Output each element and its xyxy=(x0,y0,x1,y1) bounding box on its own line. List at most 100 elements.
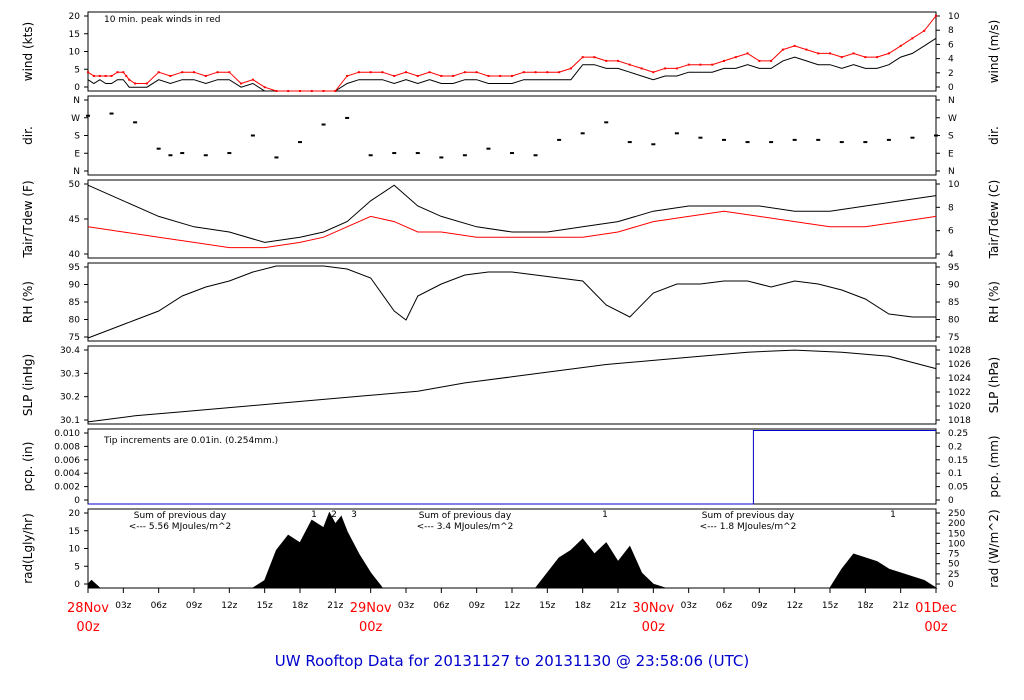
peak-wind-point xyxy=(558,71,561,74)
x-hour-label: 06z xyxy=(433,601,449,611)
dir-point xyxy=(910,136,915,139)
panel-rh: RH (%) RH (%) 75 80 85 90 95 75 80 85 90 95 xyxy=(21,262,1001,343)
peak-wind-point xyxy=(440,74,443,77)
left-tick-label: 30.4 xyxy=(60,346,80,356)
panel-frame xyxy=(87,179,937,259)
peak-wind-point xyxy=(628,63,631,66)
dir-point xyxy=(839,141,844,144)
dir-point xyxy=(156,147,161,150)
x-hour-label: 21z xyxy=(327,601,343,611)
right-tick-label: 0.1 xyxy=(948,469,962,479)
rad-marker: 1 xyxy=(311,510,317,520)
x-hour-label: 09z xyxy=(186,601,202,611)
pcp-annotation: Tip increments are 0.01in. (0.254mm.) xyxy=(103,436,278,446)
dir-point xyxy=(604,121,609,124)
right-tick-label: 4 xyxy=(948,250,954,260)
right-tick-label: 1022 xyxy=(948,388,971,398)
peak-wind-point xyxy=(475,71,478,74)
right-tick-label: N xyxy=(948,96,955,106)
peak-wind-point xyxy=(104,74,107,77)
right-tick-label: E xyxy=(948,149,954,159)
right-tick-label: 100 xyxy=(948,539,965,549)
peak-wind-point xyxy=(322,90,325,92)
right-tick-label: 8 xyxy=(948,203,954,213)
dir-point xyxy=(533,154,538,157)
peak-wind-point xyxy=(687,63,690,66)
daily-sum-line2: <--- 1.8 MJoules/m^2 xyxy=(700,522,797,532)
left-tick-label: 20 xyxy=(69,12,81,22)
dir-point xyxy=(627,141,632,144)
right-axis-label: RH (%) xyxy=(987,281,1001,323)
dir-point xyxy=(392,152,397,155)
peak-wind-point xyxy=(228,71,231,74)
dir-point xyxy=(651,143,656,146)
peak-wind-point xyxy=(781,48,784,51)
peak-wind-point xyxy=(193,71,195,74)
left-tick-label: 5 xyxy=(74,65,80,75)
left-tick-label: 15 xyxy=(69,527,80,537)
peak-wind-point xyxy=(923,29,926,32)
peak-wind-point xyxy=(852,52,855,55)
x-hour-label: 09z xyxy=(751,601,767,611)
left-tick-label: 45 xyxy=(69,215,80,225)
left-tick-label: N xyxy=(73,167,80,177)
peak-wind-point xyxy=(405,71,407,74)
left-tick-label: 0.010 xyxy=(54,429,80,439)
peak-wind-point xyxy=(145,82,148,85)
right-tick-label: 75 xyxy=(948,333,959,343)
right-axis-label: rad (W/m^2) xyxy=(987,509,1001,587)
peak-wind-point xyxy=(98,74,101,77)
peak-wind-point xyxy=(263,86,266,89)
peak-wind-point xyxy=(92,74,95,77)
right-tick-label: 10 xyxy=(948,12,960,22)
peak-wind-point xyxy=(240,82,243,85)
series-wind xyxy=(87,37,937,92)
peak-wind-point xyxy=(275,90,278,92)
left-axis-label: dir. xyxy=(21,126,35,145)
peak-wind-point xyxy=(546,71,549,74)
dir-point xyxy=(510,152,514,155)
panel-slp: SLP (inHg) SLP (hPa) 30.1 30.2 30.3 30.4 1018 1… xyxy=(21,345,1001,426)
right-tick-label: 1020 xyxy=(948,402,971,412)
dir-point xyxy=(415,152,420,155)
left-axis-label: wind (kts) xyxy=(21,22,35,81)
right-axis-label: Tair/Tdew (C) xyxy=(987,180,1001,260)
peak-wind-point xyxy=(369,71,372,74)
rad-marker: 3 xyxy=(351,510,357,520)
right-tick-label: 10 xyxy=(948,180,960,190)
daily-sum-line1: Sum of previous day xyxy=(419,511,512,521)
x-hour-label: 15z xyxy=(822,601,838,611)
left-tick-label: W xyxy=(71,114,80,124)
peak-wind-point xyxy=(416,74,419,77)
x-hour-label: 15z xyxy=(539,601,555,611)
x-hour-label: 18z xyxy=(292,601,308,611)
x-hour-label: 12z xyxy=(787,601,803,611)
panel-temp: Tair/Tdew (F) Tair/Tdew (C) 40 45 50 4 6 8 10 xyxy=(21,179,1001,260)
series-pcp xyxy=(88,430,936,505)
left-tick-label: 0.006 xyxy=(54,456,80,466)
x-day-hour-label: 00z xyxy=(76,620,100,635)
x-day-label: 01Dec xyxy=(915,601,957,616)
peak-wind-point xyxy=(911,37,914,40)
left-tick-label: 75 xyxy=(69,333,80,343)
rad-marker: 1 xyxy=(890,510,896,520)
dir-point xyxy=(698,136,703,139)
peak-wind-point xyxy=(381,71,384,74)
x-hour-label: 06z xyxy=(151,601,167,611)
peak-wind-point xyxy=(511,74,513,77)
x-day-hour-label: 00z xyxy=(642,620,666,635)
left-tick-label: 0.004 xyxy=(54,469,80,479)
series-tair xyxy=(87,184,937,243)
peak-wind-point xyxy=(652,71,655,74)
peak-wind-point xyxy=(758,59,761,62)
left-tick-label: 95 xyxy=(69,263,80,273)
left-tick-label: 0 xyxy=(74,496,80,506)
dir-point xyxy=(321,123,326,126)
x-hour-label: 06z xyxy=(716,601,732,611)
dir-point xyxy=(886,138,891,141)
left-tick-label: 85 xyxy=(69,298,80,308)
peak-wind-point xyxy=(116,71,119,74)
x-hour-label: 03z xyxy=(681,601,697,611)
right-tick-label: 8 xyxy=(948,26,954,36)
